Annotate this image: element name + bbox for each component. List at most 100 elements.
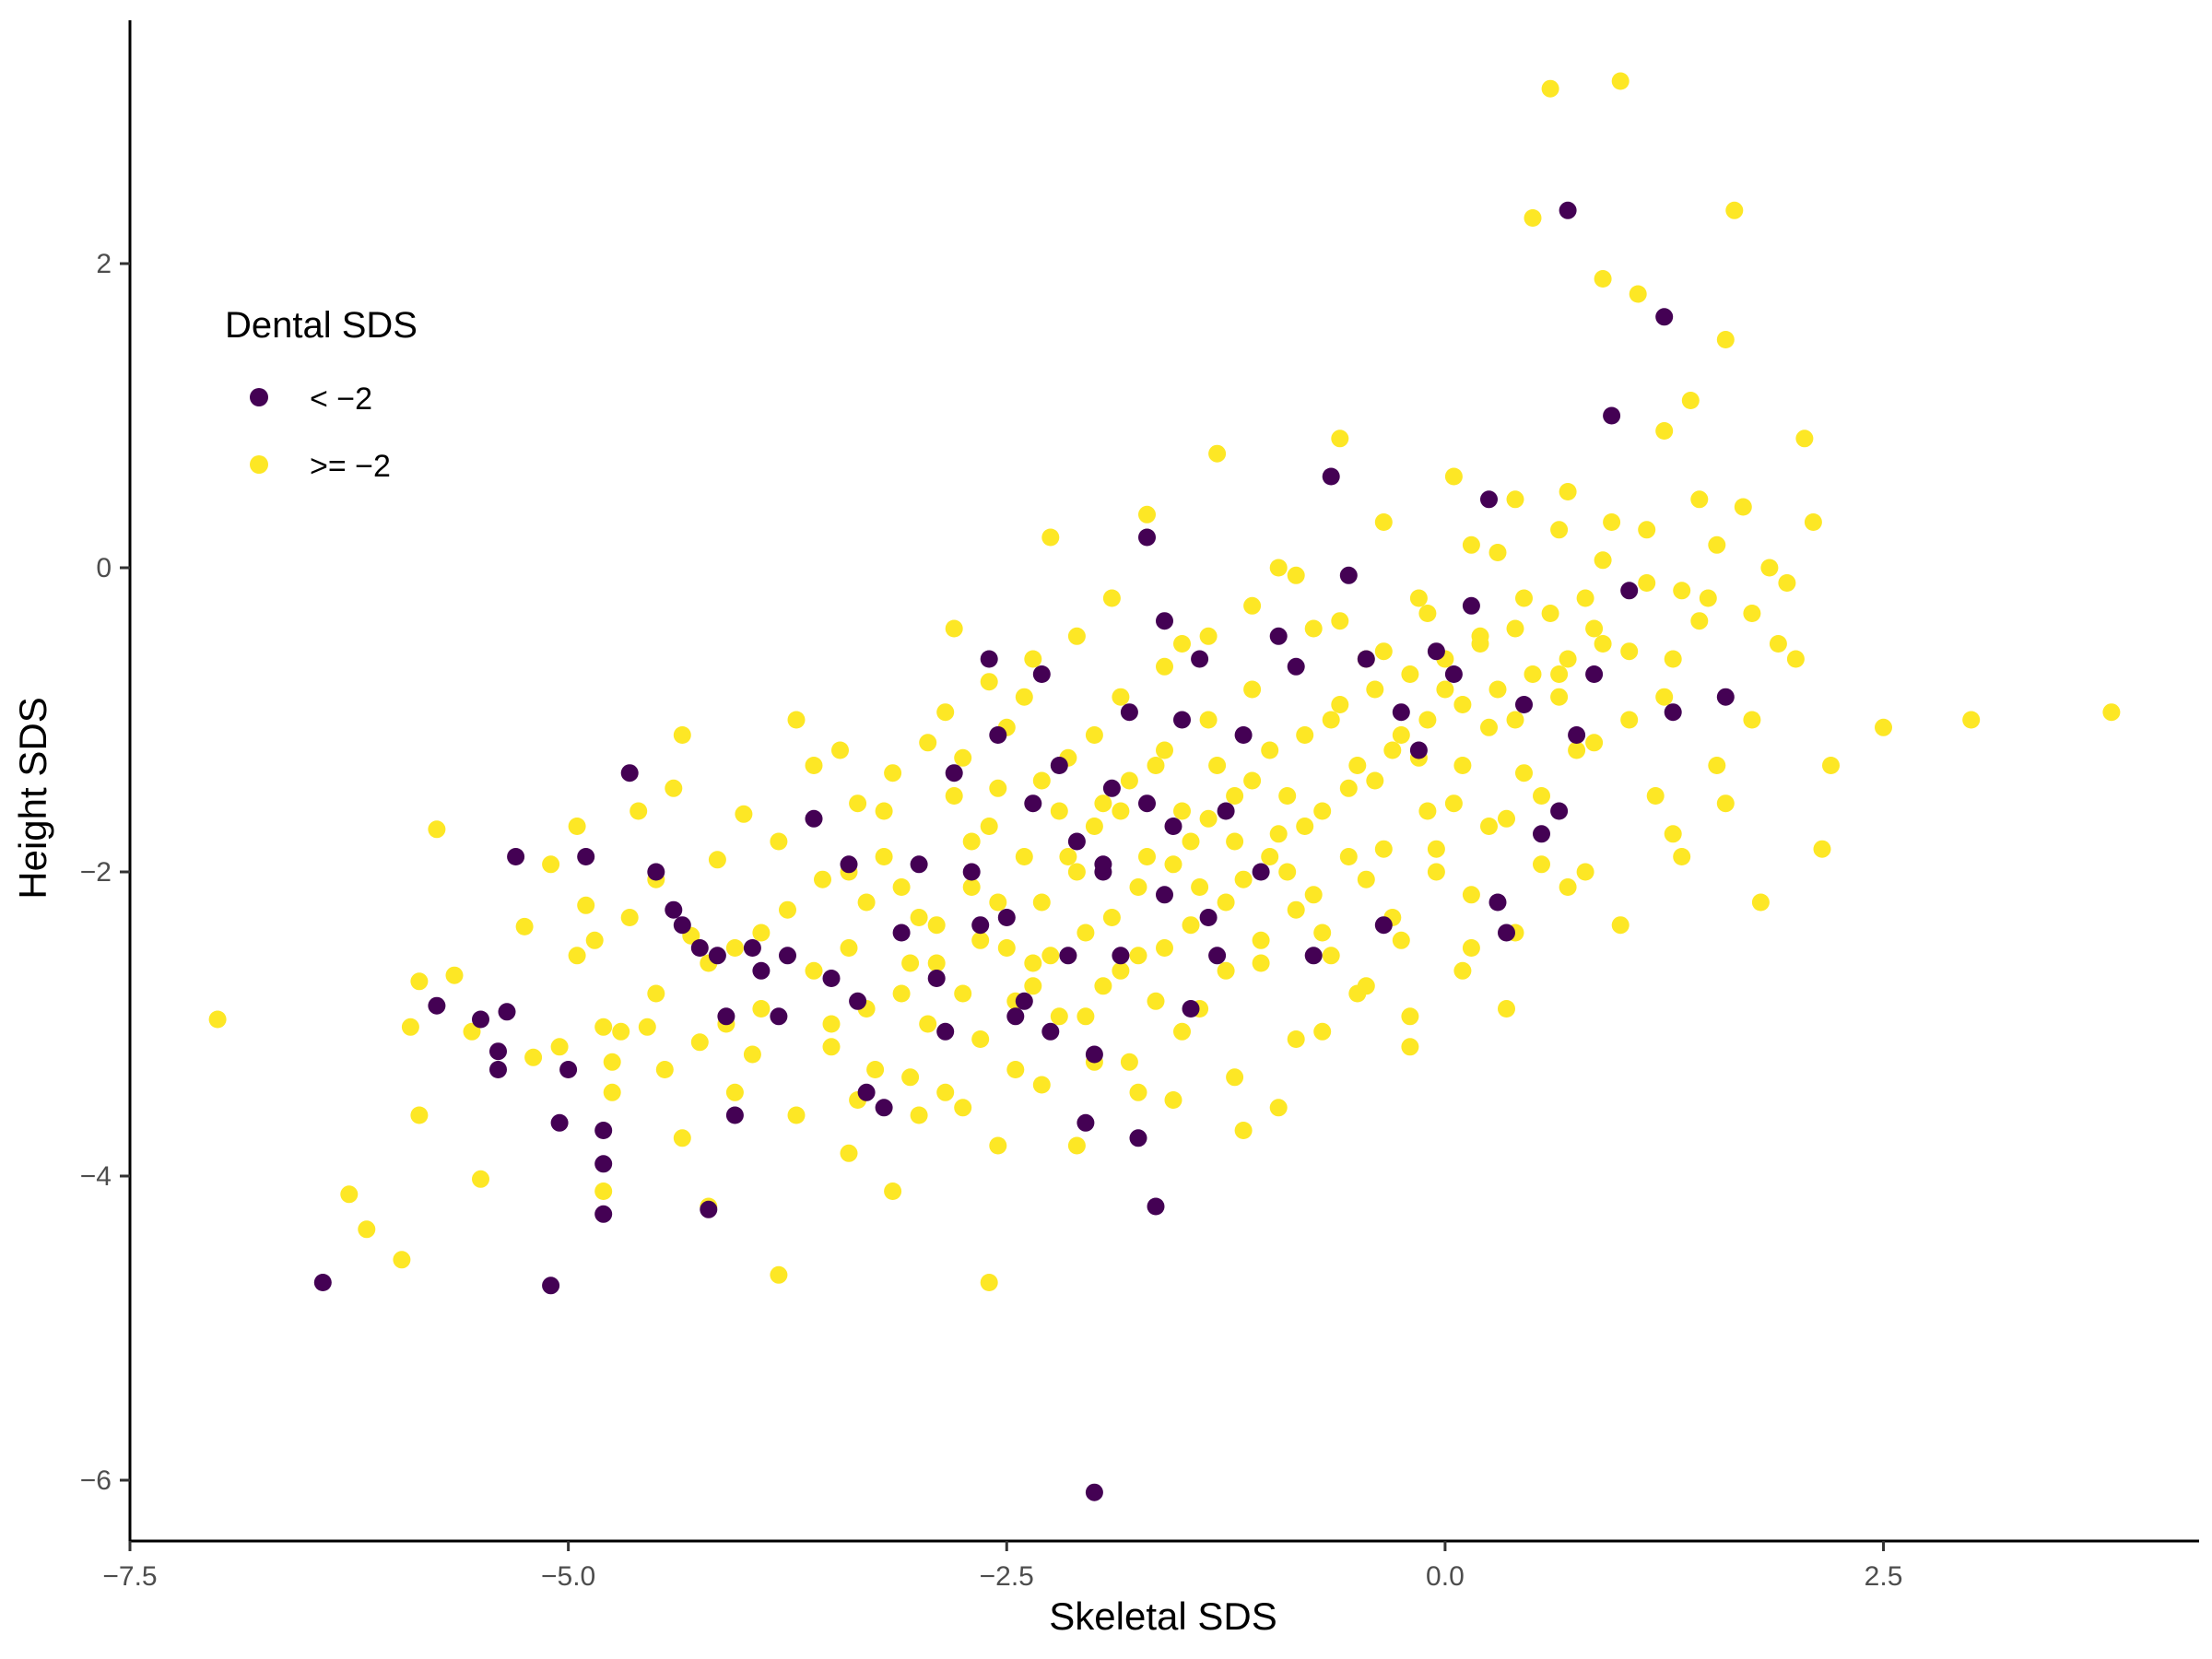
data-point bbox=[752, 961, 771, 980]
data-point bbox=[1611, 916, 1630, 935]
data-point bbox=[577, 896, 595, 914]
data-point bbox=[1401, 1007, 1419, 1026]
data-point bbox=[1129, 947, 1147, 965]
data-point bbox=[673, 1129, 691, 1147]
data-point bbox=[594, 1182, 613, 1200]
data-point bbox=[1559, 650, 1577, 668]
data-point bbox=[1129, 878, 1147, 896]
data-point bbox=[945, 619, 963, 638]
data-point bbox=[1077, 1007, 1095, 1026]
data-point bbox=[1313, 924, 1332, 942]
data-point bbox=[1050, 1007, 1068, 1026]
data-point bbox=[647, 863, 665, 881]
data-point bbox=[1261, 848, 1279, 865]
data-point bbox=[1156, 886, 1173, 904]
data-point bbox=[1156, 612, 1173, 630]
data-point bbox=[1436, 680, 1454, 699]
data-point bbox=[910, 909, 928, 926]
data-point bbox=[849, 794, 867, 813]
data-point bbox=[1287, 566, 1305, 584]
data-point bbox=[1278, 863, 1297, 881]
data-point bbox=[1059, 848, 1077, 865]
data-point bbox=[1690, 490, 1709, 509]
data-point bbox=[1664, 825, 1682, 843]
data-point bbox=[1392, 703, 1410, 722]
data-point bbox=[1515, 589, 1533, 607]
data-point bbox=[787, 711, 806, 729]
data-point bbox=[1568, 726, 1586, 744]
legend-swatch-dental-at-least-minus-2 bbox=[250, 455, 268, 474]
data-point bbox=[1182, 832, 1200, 851]
data-point bbox=[585, 931, 604, 949]
data-points bbox=[208, 72, 2121, 1501]
data-point bbox=[1638, 574, 1656, 592]
data-point bbox=[1313, 802, 1332, 820]
data-point bbox=[1120, 703, 1138, 722]
data-point bbox=[743, 1045, 761, 1064]
data-point bbox=[1252, 931, 1270, 949]
data-point bbox=[1541, 605, 1559, 622]
data-point bbox=[1085, 1483, 1103, 1501]
data-point bbox=[1077, 924, 1095, 942]
data-point bbox=[1559, 878, 1577, 896]
data-point bbox=[1024, 794, 1042, 813]
data-point bbox=[603, 1053, 621, 1071]
data-point bbox=[1962, 711, 1981, 729]
data-point bbox=[594, 1018, 613, 1036]
data-point bbox=[1199, 809, 1218, 828]
data-point bbox=[1533, 787, 1550, 805]
data-point bbox=[1681, 392, 1700, 409]
x-tick-label: 2.5 bbox=[1865, 1561, 1903, 1592]
data-point bbox=[1655, 422, 1674, 440]
data-point bbox=[568, 818, 586, 835]
data-point bbox=[1339, 779, 1358, 797]
data-point bbox=[1059, 947, 1077, 965]
data-point bbox=[752, 1000, 771, 1018]
data-point bbox=[1506, 711, 1524, 729]
legend-label-dental-below-minus-2: < −2 bbox=[310, 382, 372, 417]
data-point bbox=[1453, 961, 1472, 980]
data-point bbox=[1585, 734, 1604, 752]
data-point bbox=[927, 916, 946, 935]
data-point bbox=[612, 1022, 630, 1041]
data-point bbox=[1182, 916, 1200, 935]
data-point bbox=[1498, 809, 1515, 828]
data-point bbox=[1041, 528, 1060, 547]
data-point bbox=[752, 924, 771, 942]
data-point bbox=[989, 779, 1007, 797]
data-point bbox=[980, 1274, 998, 1291]
data-point bbox=[673, 916, 691, 935]
data-point bbox=[892, 984, 911, 1003]
data-point bbox=[1603, 513, 1621, 531]
data-point bbox=[1620, 642, 1639, 661]
data-point bbox=[1094, 794, 1112, 813]
data-point bbox=[1217, 893, 1235, 912]
data-point bbox=[884, 1182, 902, 1200]
x-axis-title: Skeletal SDS bbox=[1049, 1594, 1277, 1638]
data-point bbox=[919, 1015, 937, 1033]
data-point bbox=[568, 947, 586, 965]
data-point bbox=[831, 741, 849, 759]
data-point bbox=[1418, 802, 1437, 820]
data-point bbox=[1576, 589, 1594, 607]
data-point bbox=[1444, 467, 1463, 486]
data-point bbox=[594, 1122, 613, 1139]
data-point bbox=[463, 1022, 481, 1041]
data-point bbox=[1041, 1022, 1060, 1041]
data-point bbox=[1138, 505, 1156, 524]
series-dental-below-minus-2 bbox=[313, 201, 1735, 1501]
data-point bbox=[1120, 771, 1138, 790]
data-point bbox=[1418, 711, 1437, 729]
data-point bbox=[1173, 711, 1191, 729]
data-point bbox=[1506, 490, 1524, 509]
data-point bbox=[1664, 703, 1682, 722]
y-axis-title: Height SDS bbox=[11, 697, 54, 899]
data-point bbox=[1401, 1038, 1419, 1056]
data-point bbox=[665, 779, 683, 797]
data-point bbox=[1427, 840, 1445, 858]
data-point bbox=[1638, 521, 1656, 539]
data-point bbox=[1550, 521, 1569, 539]
data-point bbox=[1786, 650, 1805, 668]
data-point bbox=[1743, 605, 1761, 622]
